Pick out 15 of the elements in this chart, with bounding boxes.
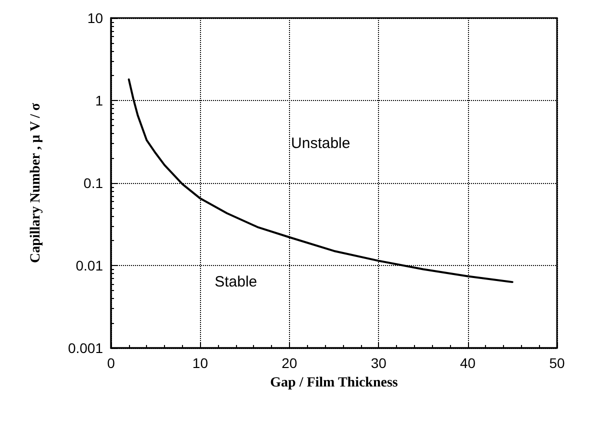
x-tick-label: 40 <box>460 355 476 371</box>
x-axis-title: Gap / Film Thickness <box>270 376 398 390</box>
x-tick-label: 0 <box>107 355 116 371</box>
x-tick-label: 20 <box>282 355 298 371</box>
y-tick-label: 10 <box>87 10 104 26</box>
annotation: Stable <box>214 274 258 290</box>
x-tick-label: 30 <box>370 355 387 371</box>
y-tick-label: 0.1 <box>84 175 104 191</box>
y-tick-label: 1 <box>95 92 104 108</box>
y-tick-label: 0.001 <box>68 340 104 356</box>
x-tick-label: 10 <box>192 355 208 371</box>
annotation: Unstable <box>291 134 350 152</box>
y-axis-title: Capillary Number , μ V / σ <box>28 102 44 264</box>
x-tick-label: 50 <box>549 355 565 371</box>
y-tick-label: 0.01 <box>76 258 104 274</box>
